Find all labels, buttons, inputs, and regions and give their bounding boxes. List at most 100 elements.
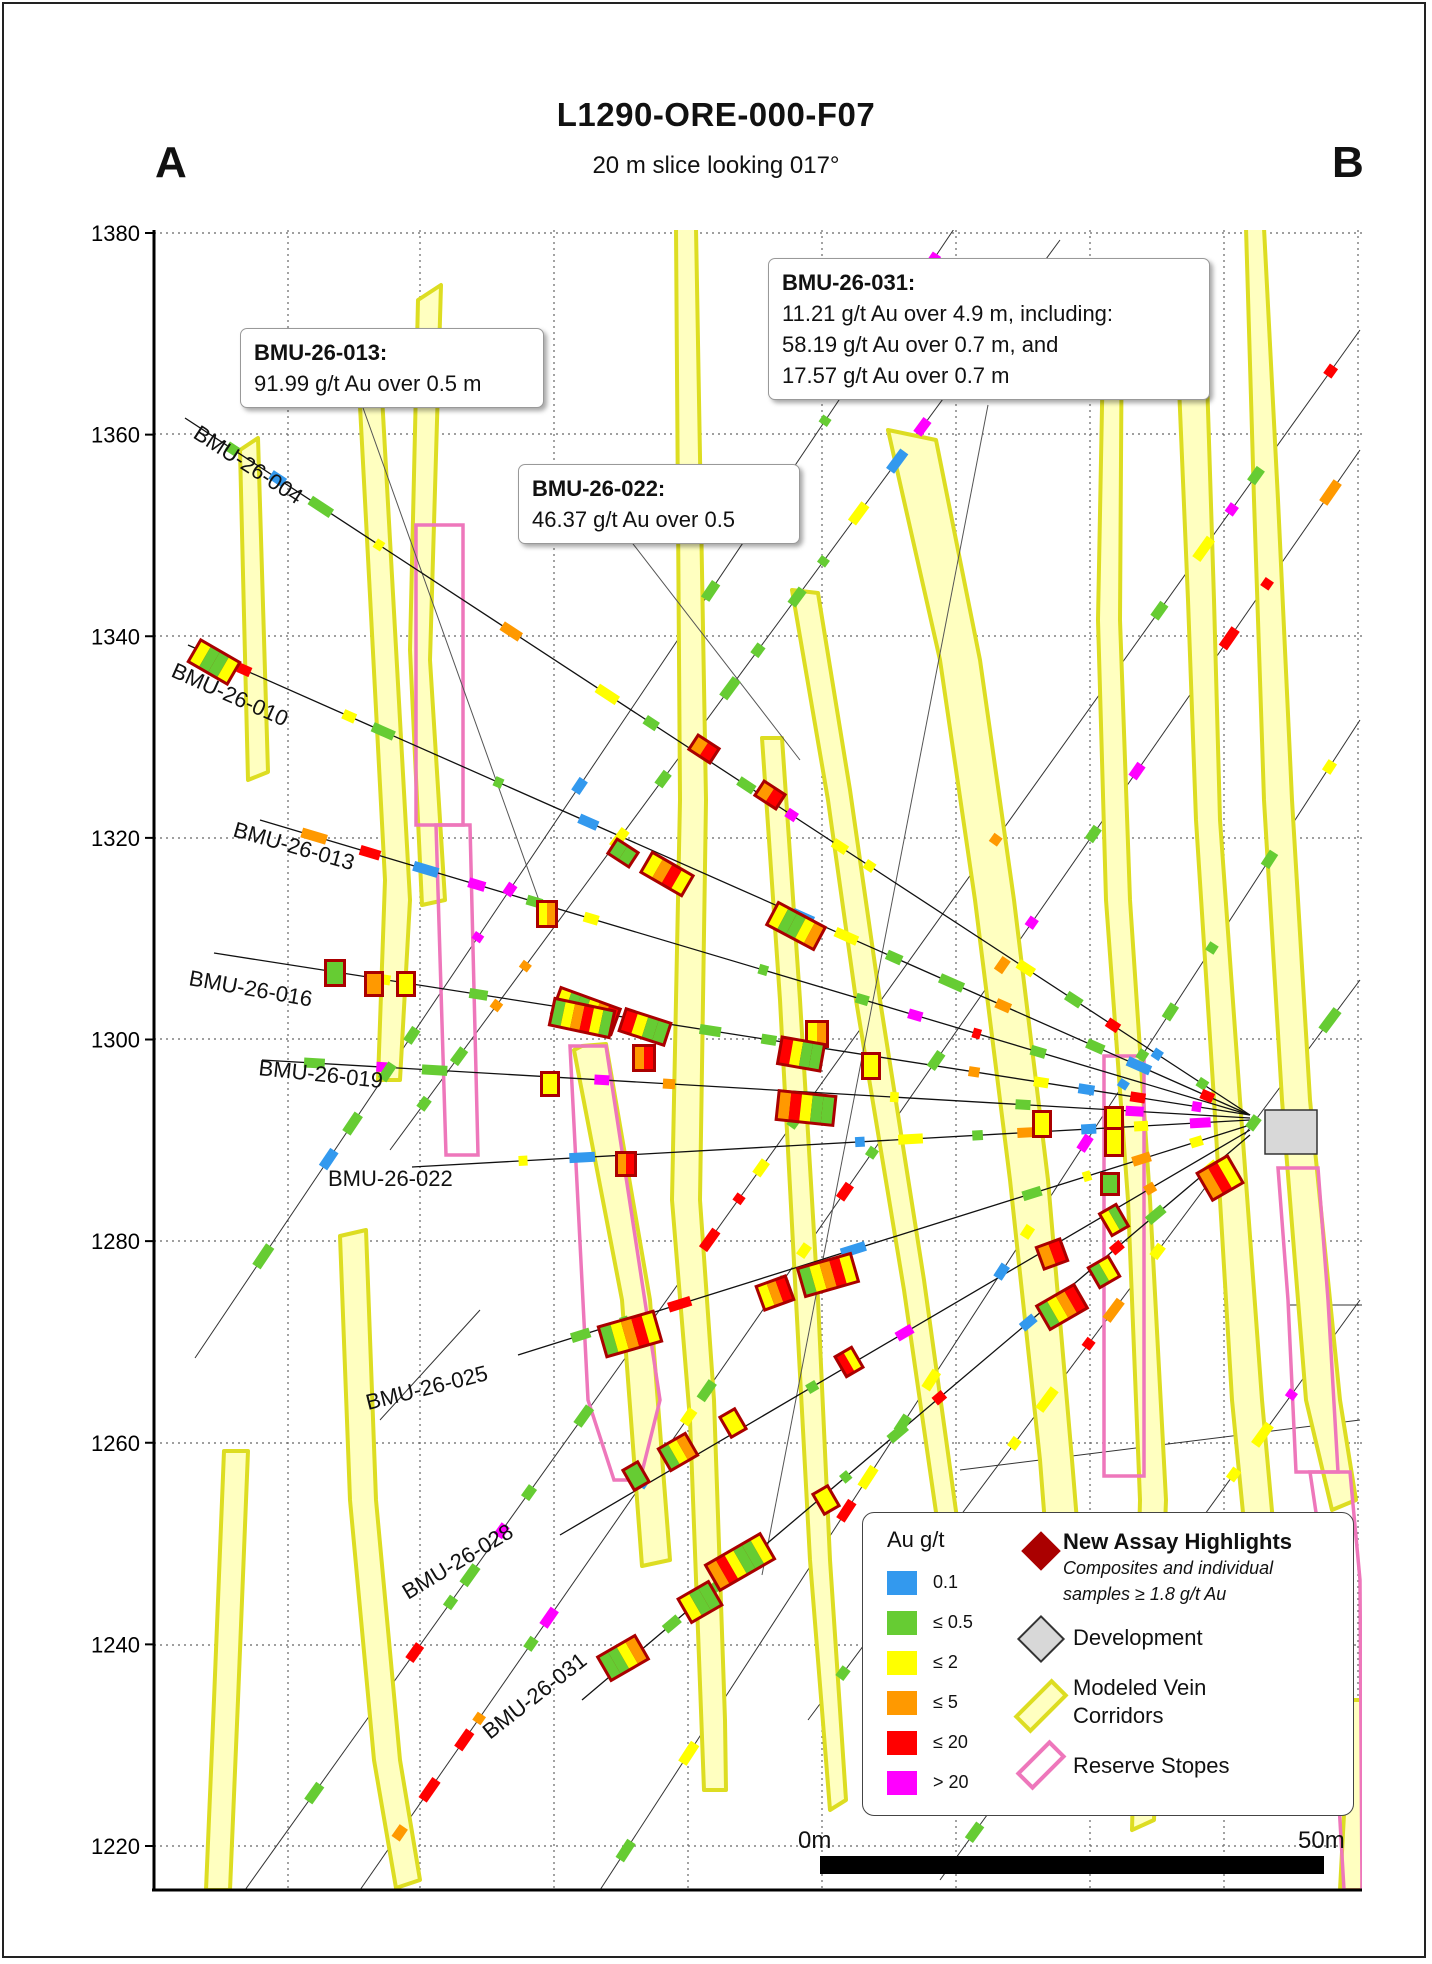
highlight-segment: [724, 1550, 747, 1579]
assay-sample: [698, 1227, 721, 1253]
highlight-composite: [1034, 1236, 1070, 1272]
assay-sample: [1218, 626, 1240, 651]
assay-sample: [1015, 959, 1037, 978]
highlight-segment: [1103, 1175, 1117, 1193]
assay-sample: [1150, 1047, 1164, 1062]
assay-sample: [854, 1136, 865, 1148]
vein-symbol: [1013, 1678, 1069, 1734]
highlight-segment: [1101, 1210, 1120, 1234]
highlight-composite: [620, 1459, 652, 1493]
assay-sample: [1017, 1127, 1036, 1139]
assay-sample: [1080, 1123, 1097, 1135]
assay-sample: [1063, 990, 1084, 1009]
highlight-segment: [399, 974, 413, 994]
highlight-segment: [618, 1154, 626, 1174]
highlight-segment: [829, 1258, 847, 1287]
modeled-vein-corridors: [204, 230, 1362, 1890]
assay-sample: [303, 1057, 326, 1069]
assay-sample: [1225, 1466, 1242, 1483]
highlight-composite: [1195, 1153, 1245, 1203]
assay-sample: [467, 877, 487, 892]
assay-sample: [1015, 1099, 1031, 1111]
highlight-segment: [810, 1095, 824, 1123]
assay-sample: [304, 1781, 325, 1805]
highlight-segment: [190, 641, 211, 667]
assay-sample: [1081, 1170, 1093, 1183]
assay-sample: [1161, 1002, 1180, 1022]
assay-sample: [252, 1243, 275, 1270]
assay-sample: [654, 769, 672, 789]
y-tick-label: 1360: [91, 423, 140, 448]
assay-sample: [1133, 1120, 1149, 1132]
assay-sample: [502, 881, 518, 898]
highlight-segment: [690, 737, 708, 755]
assay-sample: [341, 709, 358, 724]
grade-label: ≤ 5: [933, 1692, 958, 1712]
highlight-segment: [804, 923, 824, 948]
highlight-segment: [1038, 1301, 1060, 1328]
highlight-segment: [652, 859, 673, 883]
assay-sample: [492, 776, 505, 789]
assay-sample: [835, 1181, 854, 1202]
grade-swatch-0-5: [887, 1611, 917, 1635]
assay-sample: [894, 1324, 915, 1342]
assay-sample: [571, 776, 588, 796]
assay-sample: [493, 1522, 510, 1540]
assay-sample: [1129, 1091, 1146, 1104]
assay-sample: [1135, 1048, 1150, 1063]
callout-line: 58.19 g/t Au over 0.7 m, and: [782, 332, 1059, 357]
highlight-segment: [625, 1637, 647, 1664]
highlight-segment: [560, 1002, 576, 1028]
assay-sample: [1019, 1223, 1036, 1240]
highlight-composite: [1034, 1282, 1090, 1332]
legend-development-label: Development: [1073, 1625, 1203, 1650]
assay-sample: [913, 417, 932, 437]
highlight-segment: [1035, 1113, 1049, 1135]
assay-sample: [1007, 1435, 1022, 1451]
callout-line: 46.37 g/t Au over 0.5: [532, 507, 736, 532]
highlight-segment: [217, 657, 238, 683]
assay-sample: [1323, 363, 1339, 379]
assay-sample: [582, 911, 600, 926]
legend-vein-label-2: Corridors: [1073, 1703, 1164, 1728]
grade-label: ≤ 20: [933, 1732, 968, 1752]
highlight-segment: [777, 1092, 792, 1120]
grade-swatch-2: [887, 1651, 917, 1675]
highlight-segment: [609, 841, 627, 859]
assay-sample: [796, 1242, 812, 1260]
highlight-segment: [620, 1319, 640, 1349]
development-drift: [1264, 1109, 1318, 1155]
legend-vein-label-1: Modeled Vein: [1073, 1675, 1207, 1700]
assay-sample: [518, 1155, 528, 1167]
highlight-composite: [396, 971, 416, 997]
highlight-composite: [540, 1071, 560, 1097]
highlight-segment: [698, 1583, 720, 1610]
highlight-composite: [615, 1151, 637, 1177]
legend: Au g/t 0.1 ≤ 0.5 ≤ 2 ≤ 5 ≤ 20 > 20 New A…: [862, 1512, 1354, 1816]
assay-sample: [342, 1111, 363, 1136]
assay-sample: [1104, 1017, 1122, 1034]
highlight-segment: [676, 1435, 696, 1460]
assay-sample: [836, 1498, 857, 1523]
assay-sample: [1284, 1388, 1299, 1402]
assay-sample: [1144, 1204, 1167, 1226]
highlight-composite: [1032, 1110, 1052, 1138]
highlight-segment: [1208, 1163, 1232, 1193]
highlight-segment: [766, 1281, 784, 1305]
assay-sample: [1143, 1181, 1158, 1196]
highlight-segment: [579, 1006, 594, 1032]
highlight-segment: [671, 870, 692, 894]
highlight-composite: [547, 996, 617, 1040]
y-tick-label: 1260: [91, 1431, 140, 1456]
assay-sample: [471, 931, 485, 944]
assay-sample: [1199, 1088, 1216, 1104]
highlight-segment: [788, 1093, 802, 1121]
highlight-segment: [367, 974, 381, 994]
assay-sample: [857, 1464, 879, 1490]
assay-sample: [1251, 1421, 1274, 1448]
highlight-segment: [700, 743, 718, 761]
highlight-composite: [754, 1274, 796, 1312]
assay-sample: [787, 586, 807, 608]
assay-sample: [994, 998, 1013, 1014]
